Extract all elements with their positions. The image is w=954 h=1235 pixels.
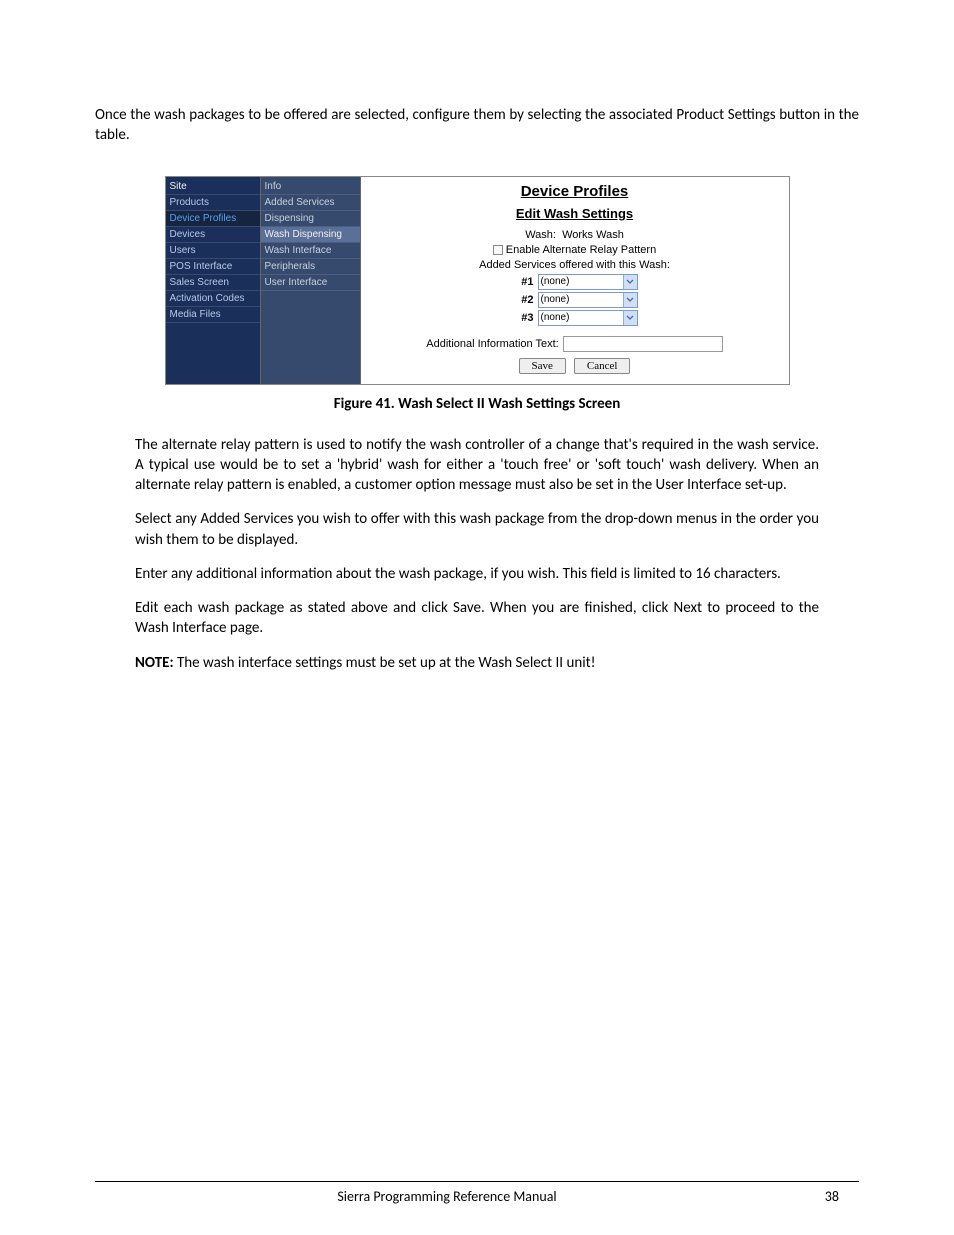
chevron-down-icon — [623, 275, 637, 289]
page-footer: Sierra Programming Reference Manual 38 — [95, 1181, 859, 1205]
pane-title: Device Profiles — [371, 183, 779, 200]
service-row-3: #3 (none) — [371, 310, 779, 326]
additional-info-label: Additional Information Text: — [426, 338, 558, 350]
service-1-value: (none) — [541, 276, 570, 287]
subnav-peripherals[interactable]: Peripherals — [261, 259, 360, 275]
service-row-1: #1 (none) — [371, 274, 779, 290]
subnav-wash-dispensing[interactable]: Wash Dispensing — [261, 227, 360, 243]
service-row-2: #2 (none) — [371, 292, 779, 308]
nav-products[interactable]: Products — [166, 195, 260, 211]
footer-title: Sierra Programming Reference Manual — [95, 1188, 799, 1205]
footer-page-number: 38 — [799, 1188, 859, 1205]
added-services-header: Added Services offered with this Wash: — [371, 259, 779, 271]
secondary-nav: Info Added Services Dispensing Wash Disp… — [261, 177, 361, 384]
enable-relay-label: Enable Alternate Relay Pattern — [506, 244, 656, 256]
pane-subtitle: Edit Wash Settings — [371, 206, 779, 221]
paragraph-4: Edit each wash package as stated above a… — [95, 598, 859, 639]
screenshot-panel: Site Products Device Profiles Devices Us… — [165, 176, 790, 385]
nav-site[interactable]: Site — [166, 179, 260, 195]
nav-devices[interactable]: Devices — [166, 227, 260, 243]
content-pane: Device Profiles Edit Wash Settings Wash:… — [361, 177, 789, 384]
additional-info-input[interactable] — [563, 336, 723, 352]
note-text: The wash interface settings must be set … — [174, 654, 596, 672]
service-2-dropdown[interactable]: (none) — [538, 292, 638, 308]
note-bold: NOTE: — [135, 654, 174, 672]
nav-media-files[interactable]: Media Files — [166, 307, 260, 323]
save-button[interactable]: Save — [519, 358, 566, 374]
subnav-info[interactable]: Info — [261, 179, 360, 195]
note-paragraph: NOTE: The wash interface settings must b… — [95, 653, 859, 673]
subnav-added-services[interactable]: Added Services — [261, 195, 360, 211]
service-3-value: (none) — [541, 312, 570, 323]
wash-value: Works Wash — [562, 229, 624, 241]
intro-paragraph: Once the wash packages to be offered are… — [95, 105, 859, 146]
nav-pos-interface[interactable]: POS Interface — [166, 259, 260, 275]
additional-info-row: Additional Information Text: — [371, 336, 779, 352]
nav-device-profiles[interactable]: Device Profiles — [166, 211, 260, 227]
service-1-dropdown[interactable]: (none) — [538, 274, 638, 290]
cancel-button[interactable]: Cancel — [574, 358, 631, 374]
service-2-value: (none) — [541, 294, 570, 305]
nav-users[interactable]: Users — [166, 243, 260, 259]
paragraph-1: The alternate relay pattern is used to n… — [95, 435, 859, 496]
nav-sales-screen[interactable]: Sales Screen — [166, 275, 260, 291]
button-row: Save Cancel — [371, 358, 779, 374]
service-2-label: #2 — [512, 294, 534, 306]
subnav-dispensing[interactable]: Dispensing — [261, 211, 360, 227]
enable-relay-checkbox[interactable] — [493, 245, 503, 255]
primary-nav: Site Products Device Profiles Devices Us… — [166, 177, 261, 384]
service-3-label: #3 — [512, 312, 534, 324]
paragraph-2: Select any Added Services you wish to of… — [95, 509, 859, 550]
chevron-down-icon — [623, 293, 637, 307]
subnav-user-interface[interactable]: User Interface — [261, 275, 360, 291]
paragraph-3: Enter any additional information about t… — [95, 564, 859, 584]
chevron-down-icon — [623, 311, 637, 325]
enable-relay-line: Enable Alternate Relay Pattern — [371, 244, 779, 256]
wash-line: Wash: Works Wash — [371, 229, 779, 241]
subnav-wash-interface[interactable]: Wash Interface — [261, 243, 360, 259]
service-1-label: #1 — [512, 276, 534, 288]
wash-label: Wash: — [525, 229, 556, 241]
service-3-dropdown[interactable]: (none) — [538, 310, 638, 326]
figure-caption: Figure 41. Wash Select II Wash Settings … — [95, 395, 859, 413]
nav-activation-codes[interactable]: Activation Codes — [166, 291, 260, 307]
